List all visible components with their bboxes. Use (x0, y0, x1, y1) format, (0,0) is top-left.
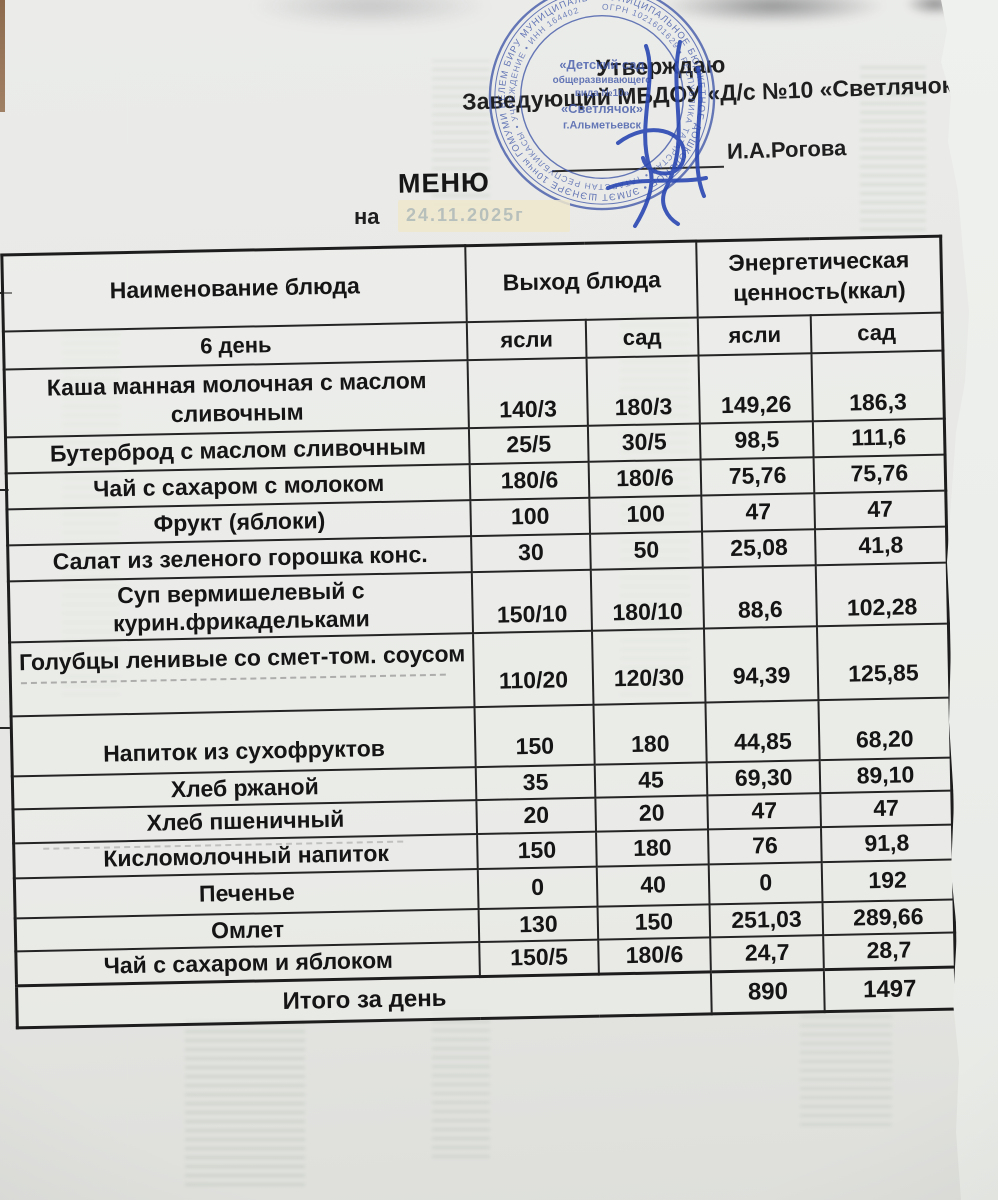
photo-edge-strip (0, 0, 5, 112)
signature-icon (606, 40, 708, 228)
subheader-en-sad: сад (810, 312, 943, 353)
output-yasli: 30 (471, 533, 591, 572)
kcal-sad: 47 (820, 790, 953, 827)
kcal-sad: 75,76 (813, 454, 946, 493)
output-sad: 150 (597, 904, 711, 940)
output-yasli: 150 (474, 704, 595, 768)
kcal-sad: 192 (821, 859, 954, 902)
kcal-yasli: 98,5 (700, 420, 814, 460)
bleed-through (800, 1010, 892, 1130)
output-yasli: 25/5 (469, 425, 589, 464)
kcal-yasli: 149,26 (698, 352, 813, 424)
kcal-yasli: 47 (707, 792, 821, 830)
output-yasli: 150/5 (479, 939, 599, 977)
output-sad: 120/30 (591, 628, 706, 705)
kcal-sad: 102,28 (815, 562, 949, 627)
subheader-out-yasli: ясли (467, 319, 587, 360)
output-yasli: 110/20 (473, 630, 594, 708)
output-sad: 180 (595, 829, 710, 867)
page-title: МЕНЮ (397, 167, 491, 199)
kcal-sad: 68,20 (818, 697, 952, 761)
kcal-sad: 91,8 (820, 824, 954, 862)
kcal-sad: 47 (814, 490, 947, 529)
dish-name: Каша манная молочная с маслом сливочным (4, 359, 470, 437)
bleed-through (185, 1020, 305, 1190)
kcal-yasli: 94,39 (704, 626, 819, 703)
kcal-sad: 125,85 (816, 623, 950, 701)
dish-name: Напиток из сухофруктов (11, 707, 477, 777)
kcal-yasli: 0 (709, 861, 823, 905)
output-yasli: 150 (477, 831, 597, 869)
output-sad: 40 (596, 864, 710, 907)
output-sad: 45 (594, 762, 708, 798)
kcal-yasli: 88,6 (703, 564, 817, 629)
output-sad: 180 (593, 702, 708, 765)
menu-table: Наименование блюда Выход блюда Энергетич… (0, 234, 958, 1030)
table-line-fragment (0, 727, 10, 729)
col-header-dish: Наименование блюда (1, 245, 468, 331)
kcal-yasli: 251,03 (709, 901, 824, 937)
kcal-yasli: 25,08 (702, 528, 816, 567)
date-prefix-label: на (354, 204, 380, 229)
output-sad: 50 (589, 530, 704, 570)
kcal-sad: 41,8 (815, 526, 948, 565)
bleed-through (432, 1012, 490, 1162)
output-sad: 180/6 (597, 936, 712, 975)
official-stamp-icon: МУНИЦИПАЛЬНОЕ БЮДЖЕТНОЕ ДОШКОЛЬНОЕ • ЭЛМ… (488, 0, 716, 211)
output-yasli: 130 (478, 906, 598, 942)
output-yasli: 100 (470, 497, 590, 536)
stamp-inner-line: вида №10» (575, 88, 630, 99)
stamp-inner-line: г.Альметьевск (563, 120, 641, 132)
date-correction-strip: 24.11.2025г (398, 200, 570, 232)
kcal-yasli: 69,30 (707, 760, 821, 796)
output-yasli: 140/3 (467, 357, 588, 428)
kcal-sad: 186,3 (811, 350, 945, 421)
table-line-fragment (0, 489, 9, 491)
subheader-out-sad: сад (585, 317, 699, 358)
output-sad: 100 (588, 495, 703, 534)
stamp-inner-line: общеразвивающего (553, 75, 652, 86)
kcal-yasli: 24,7 (710, 934, 824, 972)
output-yasli: 35 (476, 764, 596, 800)
output-sad: 30/5 (587, 423, 701, 462)
kcal-sad: 89,10 (819, 757, 952, 793)
table-line-fragment (0, 292, 12, 294)
kcal-sad: 28,7 (823, 932, 956, 970)
stamp-inner-line: «Светлячок» (561, 101, 643, 116)
dish-name: Суп вермишелевый с курин.фрикадельками (8, 571, 474, 643)
scan-smudge (250, 0, 490, 26)
kcal-yasli: 75,76 (700, 456, 815, 496)
total-kcal-sad: 1497 (823, 967, 957, 1012)
kcal-yasli: 44,85 (705, 700, 820, 763)
output-yasli: 180/6 (469, 461, 589, 500)
kcal-yasli: 76 (708, 826, 822, 865)
kcal-yasli: 47 (701, 492, 816, 531)
output-yasli: 20 (476, 797, 596, 834)
subheader-en-yasli: ясли (698, 314, 812, 356)
col-header-output: Выход блюда (465, 241, 699, 322)
output-sad: 20 (595, 795, 709, 832)
output-yasli: 0 (478, 866, 598, 909)
output-sad: 180/6 (588, 459, 702, 498)
output-sad: 180/3 (586, 355, 701, 426)
kcal-sad: 289,66 (822, 899, 955, 935)
menu-table-container: Наименование блюда Выход блюда Энергетич… (0, 234, 958, 1030)
kcal-sad: 111,6 (812, 418, 946, 457)
col-header-energy: Энергетическая ценность(ккал) (696, 236, 943, 318)
output-sad: 180/10 (590, 566, 705, 631)
total-kcal-yasli: 890 (711, 969, 825, 1014)
output-yasli: 150/10 (472, 569, 592, 634)
dish-name: Голубцы ленивые со смет-том. соусом (9, 633, 475, 717)
date-stamp: 24.11.2025г (406, 205, 525, 225)
stamp-inner-line: «Детский сад (559, 57, 644, 72)
